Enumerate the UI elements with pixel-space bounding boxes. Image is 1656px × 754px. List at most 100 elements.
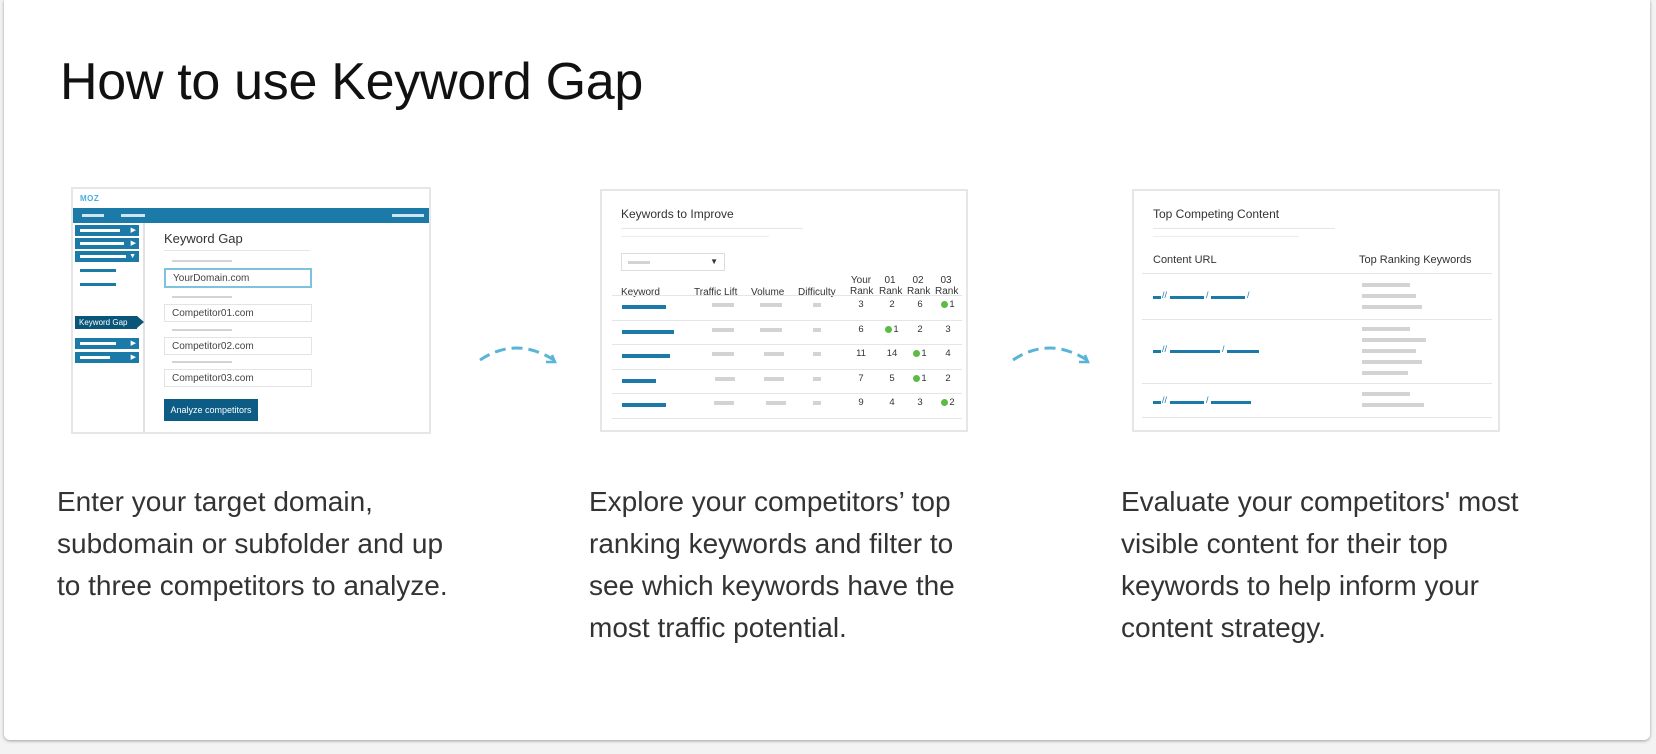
sidebar-item[interactable]: ▶ xyxy=(75,352,139,363)
rank-r03-cell: 2 xyxy=(940,373,956,384)
col-top-ranking-keywords[interactable]: Top Ranking Keywords xyxy=(1359,254,1472,266)
sidebar-item[interactable]: ▼ xyxy=(75,251,139,262)
sidebar: ▶ ▶ ▼ Keyword Gap ▶ ▶ xyxy=(73,223,145,434)
moz-logo: MOZ xyxy=(80,194,100,203)
rank-r01-cell: 5 xyxy=(884,373,900,384)
target-domain-field[interactable]: YourDomain.com xyxy=(164,268,312,288)
keyword-bar[interactable] xyxy=(622,305,666,309)
traffic-lift-bar xyxy=(715,376,735,381)
volume-bar xyxy=(766,401,786,405)
row-divider xyxy=(612,319,962,321)
content-url-link[interactable]: // / / xyxy=(1153,290,1253,303)
sidebar-item[interactable]: ▶ xyxy=(75,225,139,236)
difficulty-bar xyxy=(813,376,821,381)
col-keyword[interactable]: Keyword xyxy=(621,287,660,298)
col-traffic-lift[interactable]: Traffic Lift xyxy=(694,287,738,298)
col-volume[interactable]: Volume xyxy=(751,287,785,298)
green-dot-icon xyxy=(885,325,893,333)
row-divider xyxy=(612,417,962,419)
rank-value: 9 xyxy=(858,397,864,408)
table-heading: Top Competing Content xyxy=(1153,207,1280,221)
row-divider xyxy=(612,295,962,296)
rank-your-cell: 7 xyxy=(853,373,869,384)
curved-arrow-icon xyxy=(1012,346,1090,364)
rank-r02-cell: 1 xyxy=(912,348,928,359)
volume-bar xyxy=(760,327,782,332)
col-01-rank[interactable]: 01 Rank xyxy=(879,275,903,297)
keyword-bar[interactable] xyxy=(622,378,656,383)
rank-r01-cell: 1 xyxy=(884,324,900,335)
analyze-competitors-button[interactable]: Analyze competitors xyxy=(164,399,258,421)
col-content-url[interactable]: Content URL xyxy=(1153,254,1217,266)
step-2-description: Explore your competitors’ top ranking ke… xyxy=(589,486,955,643)
green-dot-icon xyxy=(913,350,921,357)
rank-value: 6 xyxy=(858,323,864,335)
difficulty-bar xyxy=(813,401,821,405)
rank-your-cell: 9 xyxy=(853,397,869,408)
competitor-2-field[interactable]: Competitor02.com xyxy=(164,337,312,355)
col-difficulty[interactable]: Difficulty xyxy=(798,287,836,298)
content-url-link[interactable]: // / xyxy=(1153,344,1263,357)
rank-value: 3 xyxy=(858,299,864,310)
row-divider xyxy=(612,368,962,370)
curved-arrow-icon xyxy=(479,346,557,364)
col-your-rank[interactable]: Your Rank xyxy=(850,275,874,297)
row-divider xyxy=(612,344,962,345)
rank-r02-cell: 1 xyxy=(912,373,928,384)
rank-value: 2 xyxy=(945,372,951,384)
rank-r03-cell: 1 xyxy=(940,299,956,310)
row-divider xyxy=(612,393,962,394)
keyword-bar[interactable] xyxy=(622,329,674,334)
rank-value: 6 xyxy=(917,299,923,310)
rank-value: 5 xyxy=(889,372,895,384)
traffic-lift-bar xyxy=(712,327,734,332)
rank-r03-cell: 3 xyxy=(940,324,956,335)
keyword-bar[interactable] xyxy=(622,354,670,358)
rank-r02-cell: 6 xyxy=(912,299,928,310)
rank-value: 4 xyxy=(945,348,951,359)
rank-value: 1 xyxy=(921,372,927,384)
rank-value: 1 xyxy=(949,299,955,310)
volume-bar xyxy=(764,352,784,356)
rank-value: 2 xyxy=(889,299,895,310)
rank-r01-cell: 4 xyxy=(884,397,900,408)
filter-dropdown[interactable]: ▼ xyxy=(621,253,725,271)
difficulty-bar xyxy=(813,352,821,356)
rank-r02-cell: 2 xyxy=(912,324,928,335)
chevron-down-icon: ▼ xyxy=(710,257,718,266)
green-dot-icon xyxy=(913,374,921,382)
rank-value: 2 xyxy=(917,323,923,335)
sidebar-item-keyword-gap[interactable]: Keyword Gap xyxy=(75,316,144,329)
col-02-rank[interactable]: 02 Rank xyxy=(907,275,931,297)
volume-bar xyxy=(764,376,784,381)
green-dot-icon xyxy=(941,301,949,308)
rank-value: 4 xyxy=(889,397,895,408)
rank-value: 11 xyxy=(856,348,866,359)
rank-your-cell: 3 xyxy=(853,299,869,310)
rank-value: 7 xyxy=(858,372,864,384)
traffic-lift-bar xyxy=(712,352,734,356)
rank-value: 2 xyxy=(949,397,955,408)
keyword-bar[interactable] xyxy=(622,403,666,407)
col-03-rank[interactable]: 03 Rank xyxy=(935,275,959,297)
sidebar-item[interactable]: ▶ xyxy=(75,238,139,249)
rank-r03-cell: 2 xyxy=(940,397,956,408)
how-to-card: How to use Keyword Gap MOZ ▶ ▶ ▼ Keyword… xyxy=(4,0,1650,740)
rank-r03-cell: 4 xyxy=(940,348,956,359)
rank-value: 1 xyxy=(921,348,927,359)
top-competing-content-screenshot: Top Competing Content Content URL Top Ra… xyxy=(1132,189,1500,432)
green-dot-icon xyxy=(941,399,949,406)
content-url-link[interactable]: // / xyxy=(1153,395,1253,408)
competitor-1-field[interactable]: Competitor01.com xyxy=(164,304,312,322)
difficulty-bar xyxy=(813,327,821,332)
sidebar-item[interactable]: ▶ xyxy=(75,338,139,349)
rank-your-cell: 11 xyxy=(853,348,869,359)
step-3-description: Evaluate your competitors' most visible … xyxy=(1121,486,1519,643)
traffic-lift-bar xyxy=(714,401,734,405)
table-heading: Keywords to Improve xyxy=(621,207,734,221)
competitor-3-field[interactable]: Competitor03.com xyxy=(164,369,312,387)
rank-value: 14 xyxy=(886,348,898,359)
rank-r01-cell: 14 xyxy=(884,348,900,359)
rank-your-cell: 6 xyxy=(853,324,869,335)
form-heading: Keyword Gap xyxy=(164,231,243,246)
